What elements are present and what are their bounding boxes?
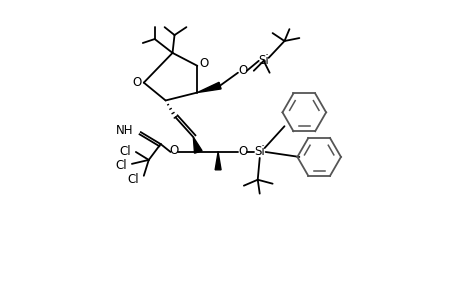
Text: O: O <box>238 64 247 77</box>
Polygon shape <box>197 82 221 92</box>
Text: O: O <box>132 76 141 89</box>
Text: O: O <box>238 146 247 158</box>
Text: Cl: Cl <box>119 146 131 158</box>
Text: Cl: Cl <box>127 173 139 186</box>
Text: NH: NH <box>115 124 133 137</box>
Polygon shape <box>215 152 221 170</box>
Text: O: O <box>199 57 208 70</box>
Text: Cl: Cl <box>115 159 127 172</box>
Text: Si: Si <box>258 54 269 67</box>
Text: Si: Si <box>254 146 264 158</box>
Polygon shape <box>193 137 202 153</box>
Text: O: O <box>168 145 178 158</box>
